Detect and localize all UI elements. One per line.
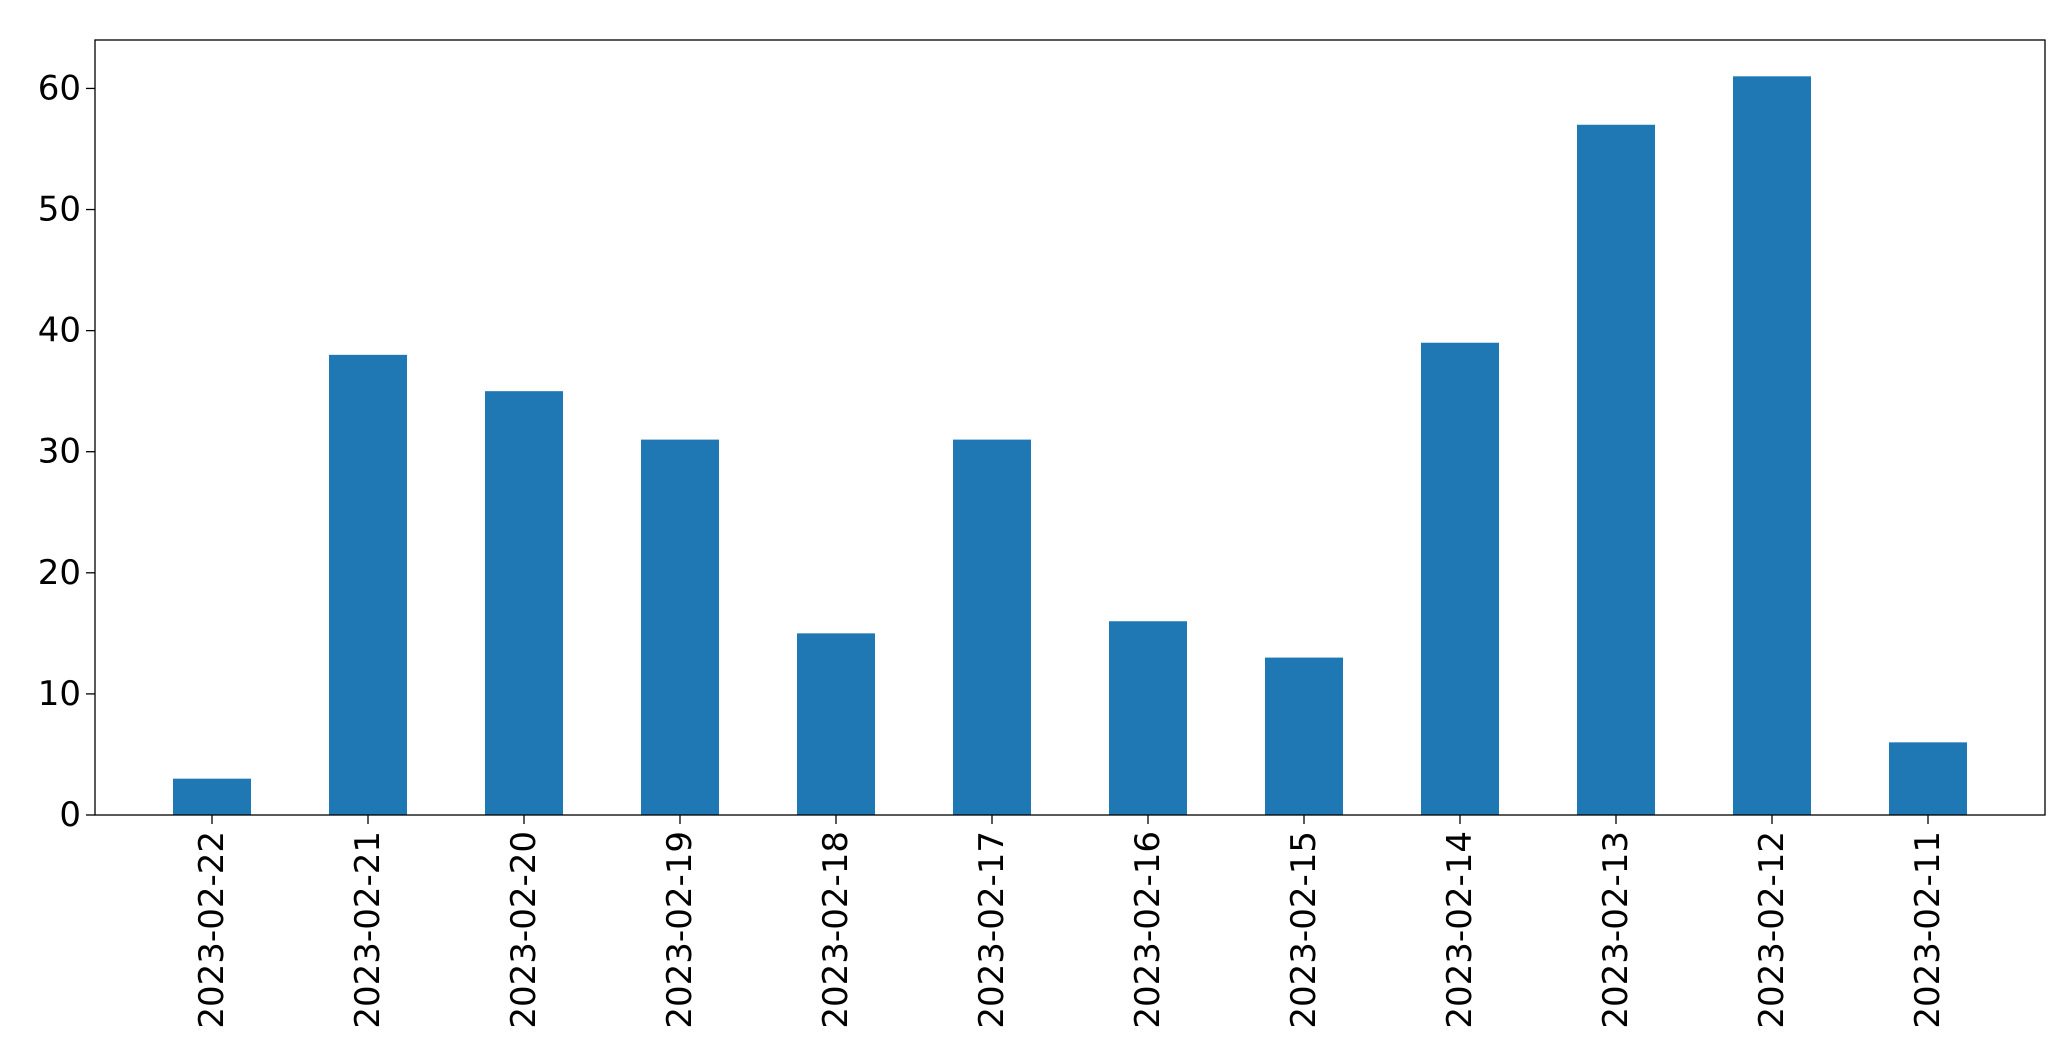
y-axis: 0 10 20 30 40 50 60 [38,68,95,835]
x-tick-label: 2023-02-18 [816,831,856,1029]
y-tick-label: 0 [59,795,81,835]
x-tick-label: 2023-02-11 [1908,831,1948,1029]
y-tick-label: 30 [38,432,81,472]
x-tick-label: 2023-02-16 [1128,831,1168,1029]
bar-2023-02-13 [1577,124,1655,815]
y-tick-label: 20 [38,553,81,593]
bar-2023-02-22 [173,778,251,815]
bars-group [173,76,1967,815]
x-tick-label: 2023-02-19 [660,831,700,1029]
x-tick-label: 2023-02-15 [1284,831,1324,1029]
y-tick-label: 60 [38,68,81,108]
x-tick-label: 2023-02-22 [192,831,232,1029]
y-tick-label: 40 [38,311,81,351]
bar-2023-02-17 [953,439,1031,815]
bar-2023-02-18 [797,633,875,815]
bar-2023-02-14 [1421,342,1499,815]
bar-2023-02-21 [329,354,407,815]
plot-frame [94,39,2046,816]
bar-2023-02-19 [641,439,719,815]
bar-2023-02-11 [1889,742,1967,815]
x-tick-label: 2023-02-14 [1440,831,1480,1029]
bar-2023-02-12 [1733,76,1811,815]
x-tick-label: 2023-02-13 [1596,831,1636,1029]
y-tick-label: 10 [38,674,81,714]
y-tick-label: 50 [38,190,81,230]
bar-2023-02-16 [1109,621,1187,815]
x-axis: 2023-02-22 2023-02-21 2023-02-20 2023-02-19… [192,815,1948,1029]
x-tick-label: 2023-02-12 [1752,831,1792,1029]
x-tick-label: 2023-02-20 [504,831,544,1029]
x-tick-label: 2023-02-17 [972,831,1012,1029]
bar-2023-02-15 [1265,657,1343,815]
x-tick-label: 2023-02-21 [348,831,388,1029]
bar-2023-02-20 [485,391,563,815]
